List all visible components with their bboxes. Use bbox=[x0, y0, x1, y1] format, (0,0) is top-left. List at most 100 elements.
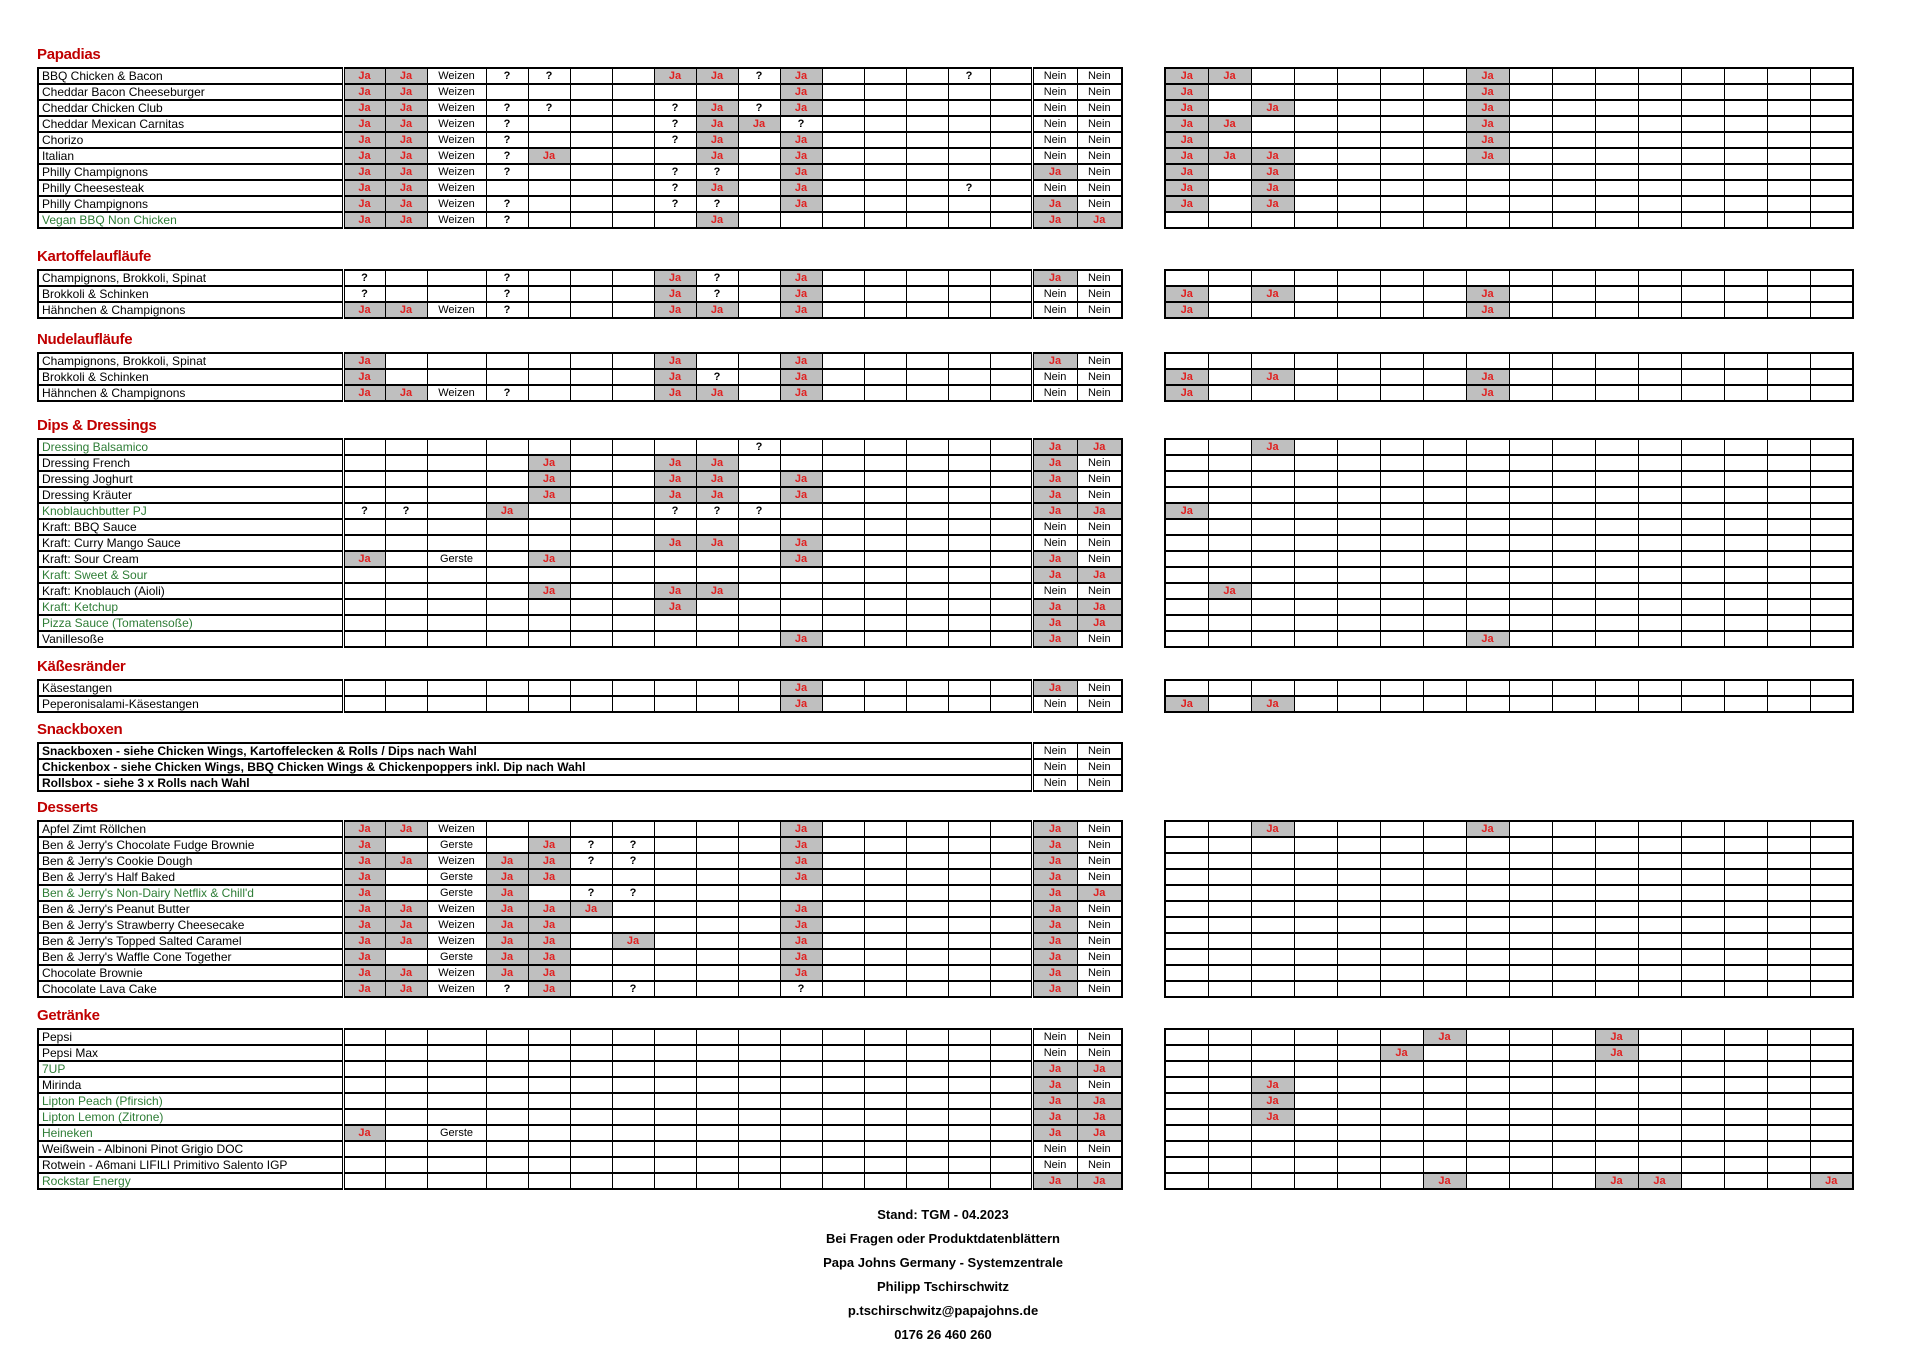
allergen-cell bbox=[1680, 83, 1725, 101]
allergen-cell bbox=[1723, 131, 1768, 149]
allergen-cell bbox=[1594, 179, 1639, 197]
allergen-cell bbox=[1379, 980, 1424, 998]
allergen-cell bbox=[527, 566, 571, 584]
allergen-cell bbox=[695, 679, 739, 697]
item-name-cell: Hähnchen & Champignons bbox=[37, 384, 345, 402]
allergen-cell bbox=[1680, 1028, 1725, 1046]
allergen-cell bbox=[342, 1108, 386, 1126]
allergen-cell bbox=[737, 964, 781, 982]
allergen-cell bbox=[1680, 486, 1725, 504]
allergen-cell bbox=[737, 582, 781, 600]
allergen-cell bbox=[1637, 195, 1682, 213]
allergen-cell bbox=[1250, 384, 1295, 402]
allergen-cell bbox=[989, 1092, 1034, 1110]
item-name-cell: Rollsbox - siehe 3 x Rolls nach Wahl bbox=[37, 774, 1034, 792]
item-name-cell: Ben & Jerry's Chocolate Fudge Brownie bbox=[37, 836, 345, 854]
allergen-cell bbox=[863, 948, 907, 966]
allergen-cell bbox=[384, 1044, 428, 1062]
allergen-cell bbox=[1336, 438, 1381, 456]
allergen-cell bbox=[989, 285, 1034, 303]
allergen-cell bbox=[1336, 695, 1381, 713]
allergen-cell bbox=[611, 99, 655, 117]
allergen-cell bbox=[1336, 1060, 1381, 1078]
allergen-cell: Ja bbox=[779, 486, 823, 504]
allergen-cell bbox=[1164, 582, 1209, 600]
allergen-cell: Ja bbox=[1031, 269, 1078, 287]
allergen-cell bbox=[1293, 964, 1338, 982]
item-name-cell: Champignons, Brokkoli, Spinat bbox=[37, 269, 345, 287]
allergen-cell bbox=[1551, 980, 1596, 998]
allergen-cell bbox=[1250, 1124, 1295, 1142]
allergen-cell bbox=[905, 518, 949, 536]
allergen-cell: Ja bbox=[1031, 486, 1078, 504]
allergen-cell bbox=[611, 518, 655, 536]
table-row: Pepsi Max Nein Nein bbox=[37, 1044, 1123, 1062]
item-name-cell: Kraft: Curry Mango Sauce bbox=[37, 534, 345, 552]
item-name-cell: Weißwein - Albinoni Pinot Grigio DOC bbox=[37, 1140, 345, 1158]
allergen-cell: Ja bbox=[1031, 438, 1078, 456]
item-name-cell: Ben & Jerry's Non-Dairy Netflix & Chill'… bbox=[37, 884, 345, 902]
allergen-cell bbox=[1465, 1124, 1510, 1142]
allergen-cell bbox=[653, 1060, 697, 1078]
allergen-cell bbox=[695, 1092, 739, 1110]
allergen-cell bbox=[1680, 630, 1725, 648]
allergen-cell bbox=[1207, 301, 1252, 319]
allergen-cell bbox=[569, 352, 613, 370]
allergen-cell bbox=[1551, 83, 1596, 101]
allergen-cell bbox=[1680, 211, 1725, 229]
allergen-cell bbox=[1207, 518, 1252, 536]
allergen-cell bbox=[821, 820, 865, 838]
allergen-cell: ? bbox=[653, 131, 697, 149]
allergen-cell: Ja bbox=[384, 820, 428, 838]
allergen-cell bbox=[947, 368, 991, 386]
allergen-cell bbox=[821, 285, 865, 303]
allergen-cell: Nein bbox=[1031, 131, 1078, 149]
allergen-cell bbox=[1164, 518, 1209, 536]
allergen-cell bbox=[737, 195, 781, 213]
allergen-cell bbox=[1680, 964, 1725, 982]
allergen-cell bbox=[1637, 679, 1682, 697]
allergen-cell bbox=[779, 1172, 823, 1190]
allergen-cell bbox=[611, 534, 655, 552]
item-allergen-table: Käsestangen Ja Ja Nein Peperonisalami-Käsest… bbox=[37, 679, 1123, 713]
allergen-cell bbox=[1766, 1124, 1811, 1142]
allergen-cell bbox=[1379, 550, 1424, 568]
allergen-cell bbox=[1336, 884, 1381, 902]
allergen-cell bbox=[1809, 1108, 1854, 1126]
allergen-cell bbox=[1723, 1172, 1768, 1190]
allergen-cell bbox=[863, 916, 907, 934]
allergen-cell bbox=[1551, 964, 1596, 982]
allergen-cell: Ja bbox=[779, 368, 823, 386]
allergen-cell bbox=[1637, 518, 1682, 536]
allergen-cell bbox=[426, 1060, 487, 1078]
allergen-cell bbox=[1164, 932, 1209, 950]
allergen-cell: Nein bbox=[1031, 147, 1078, 165]
allergen-cell bbox=[1207, 1092, 1252, 1110]
allergen-cell bbox=[905, 550, 949, 568]
allergen-cell bbox=[569, 566, 613, 584]
allergen-cell bbox=[1766, 1108, 1811, 1126]
allergen-cell bbox=[1379, 1156, 1424, 1174]
table-row bbox=[1164, 614, 1854, 632]
allergen-cell: Ja bbox=[695, 115, 739, 133]
allergen-cell bbox=[905, 630, 949, 648]
allergen-cell: Ja bbox=[653, 285, 697, 303]
section: Snackboxen Snackboxen - siehe Chicken Win… bbox=[37, 721, 1920, 792]
allergen-cell bbox=[527, 1060, 571, 1078]
allergen-cell bbox=[1379, 534, 1424, 552]
allergen-cell: Ja bbox=[653, 454, 697, 472]
allergen-cell: Ja bbox=[342, 99, 386, 117]
allergen-cell: Nein bbox=[1076, 179, 1123, 197]
allergen-cell bbox=[947, 352, 991, 370]
allergen-cell: ? bbox=[611, 836, 655, 854]
allergen-cell bbox=[1336, 502, 1381, 520]
table-row: Ja bbox=[1164, 1076, 1854, 1094]
allergen-cell bbox=[569, 1108, 613, 1126]
allergen-cell: Ja bbox=[695, 470, 739, 488]
allergen-cell bbox=[1508, 884, 1553, 902]
allergen-cell bbox=[821, 1060, 865, 1078]
allergen-cell: Ja bbox=[779, 67, 823, 85]
allergen-cell: Weizen bbox=[426, 852, 487, 870]
allergen-cell bbox=[653, 964, 697, 982]
allergen-cell bbox=[1723, 852, 1768, 870]
